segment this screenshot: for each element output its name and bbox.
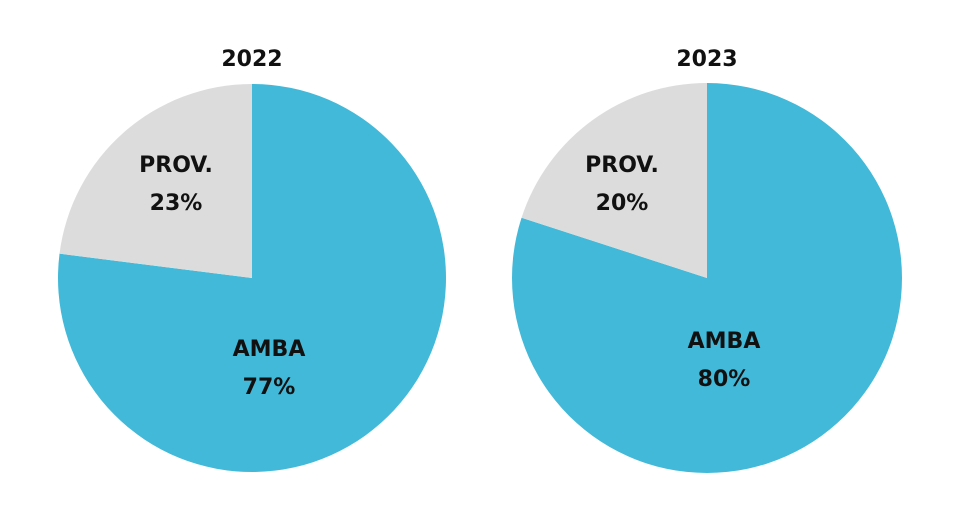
slice-value-label: 80% (698, 367, 751, 392)
slice-value-label: 77% (243, 375, 296, 400)
slice-label: PROV. (585, 153, 659, 178)
slice-label: AMBA (233, 337, 306, 362)
slice-label: PROV. (139, 153, 213, 178)
pie-slice-amba-2022 (57, 84, 446, 472)
slice-label: AMBA (688, 329, 761, 354)
pie-slice-prov-2023 (521, 83, 707, 278)
slice-value-label: 23% (150, 191, 203, 216)
slice-value-label: 20% (596, 191, 649, 216)
chart-title: 2022 (221, 47, 282, 72)
pie-slice-prov-2022 (59, 84, 252, 278)
chart-title: 2023 (676, 47, 737, 72)
